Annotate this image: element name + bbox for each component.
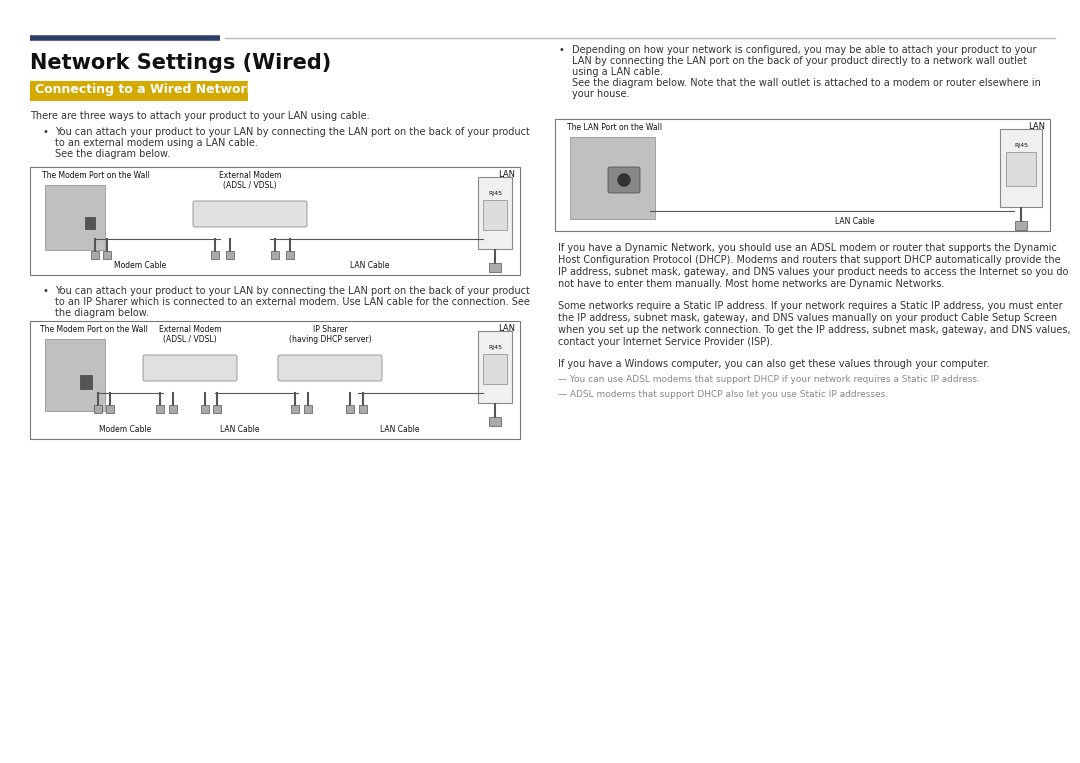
- FancyBboxPatch shape: [85, 217, 95, 229]
- Text: There are three ways to attach your product to your LAN using cable.: There are three ways to attach your prod…: [30, 111, 369, 121]
- Text: •: •: [42, 286, 48, 296]
- FancyBboxPatch shape: [291, 405, 299, 413]
- FancyBboxPatch shape: [168, 405, 177, 413]
- Text: You can attach your product to your LAN by connecting the LAN port on the back o: You can attach your product to your LAN …: [55, 286, 530, 296]
- Circle shape: [618, 174, 630, 186]
- FancyBboxPatch shape: [278, 355, 382, 381]
- Text: The Modem Port on the Wall: The Modem Port on the Wall: [40, 325, 148, 334]
- Text: Modem Cable: Modem Cable: [113, 261, 166, 270]
- Text: RJ45: RJ45: [488, 345, 502, 350]
- Text: You can attach your product to your LAN by connecting the LAN port on the back o: You can attach your product to your LAN …: [55, 127, 530, 137]
- Text: to an IP Sharer which is connected to an external modem. Use LAN cable for the c: to an IP Sharer which is connected to an…: [55, 297, 530, 307]
- Text: using a LAN cable.: using a LAN cable.: [572, 67, 663, 77]
- FancyBboxPatch shape: [94, 405, 102, 413]
- Text: LAN Cable: LAN Cable: [220, 425, 260, 434]
- FancyBboxPatch shape: [271, 251, 279, 259]
- Text: LAN Cable: LAN Cable: [350, 261, 390, 270]
- Text: when you set up the network connection. To get the IP address, subnet mask, gate: when you set up the network connection. …: [558, 325, 1070, 335]
- FancyBboxPatch shape: [156, 405, 164, 413]
- FancyBboxPatch shape: [201, 405, 210, 413]
- Text: not have to enter them manually. Most home networks are Dynamic Networks.: not have to enter them manually. Most ho…: [558, 279, 944, 289]
- Text: (ADSL / VDSL): (ADSL / VDSL): [224, 181, 276, 190]
- FancyBboxPatch shape: [478, 177, 512, 249]
- Text: the IP address, subnet mask, gateway, and DNS values manually on your product Ca: the IP address, subnet mask, gateway, an…: [558, 313, 1057, 323]
- FancyBboxPatch shape: [286, 251, 294, 259]
- Polygon shape: [45, 185, 105, 250]
- FancyBboxPatch shape: [303, 405, 312, 413]
- FancyBboxPatch shape: [489, 263, 501, 272]
- Polygon shape: [570, 137, 654, 219]
- Text: The Modem Port on the Wall: The Modem Port on the Wall: [42, 171, 150, 180]
- Text: IP address, subnet mask, gateway, and DNS values your product needs to access th: IP address, subnet mask, gateway, and DN…: [558, 267, 1068, 277]
- Text: LAN: LAN: [1028, 122, 1045, 131]
- Text: (having DHCP server): (having DHCP server): [288, 335, 372, 344]
- Text: (ADSL / VDSL): (ADSL / VDSL): [163, 335, 217, 344]
- FancyBboxPatch shape: [30, 321, 519, 439]
- FancyBboxPatch shape: [1000, 129, 1042, 207]
- FancyBboxPatch shape: [143, 355, 237, 381]
- FancyBboxPatch shape: [489, 417, 501, 426]
- Text: If you have a Windows computer, you can also get these values through your compu: If you have a Windows computer, you can …: [558, 359, 989, 369]
- FancyBboxPatch shape: [483, 354, 507, 384]
- FancyBboxPatch shape: [555, 119, 1050, 231]
- Text: your house.: your house.: [572, 89, 630, 99]
- FancyBboxPatch shape: [226, 251, 234, 259]
- Text: Modem Cable: Modem Cable: [99, 425, 151, 434]
- Text: If you have a Dynamic Network, you should use an ADSL modem or router that suppo: If you have a Dynamic Network, you shoul…: [558, 243, 1057, 253]
- Text: — ADSL modems that support DHCP also let you use Static IP addresses.: — ADSL modems that support DHCP also let…: [558, 390, 888, 399]
- Text: contact your Internet Service Provider (ISP).: contact your Internet Service Provider (…: [558, 337, 773, 347]
- Text: •: •: [558, 45, 564, 55]
- Text: LAN: LAN: [498, 170, 515, 179]
- FancyBboxPatch shape: [103, 251, 111, 259]
- FancyBboxPatch shape: [608, 167, 640, 193]
- FancyBboxPatch shape: [1015, 221, 1027, 230]
- Text: External Modem: External Modem: [159, 325, 221, 334]
- Text: See the diagram below. Note that the wall outlet is attached to a modem or route: See the diagram below. Note that the wal…: [572, 78, 1041, 88]
- Text: RJ45: RJ45: [488, 191, 502, 196]
- Text: the diagram below.: the diagram below.: [55, 308, 149, 318]
- FancyBboxPatch shape: [106, 405, 114, 413]
- Text: IP Sharer: IP Sharer: [313, 325, 348, 334]
- FancyBboxPatch shape: [213, 405, 221, 413]
- FancyBboxPatch shape: [1005, 152, 1036, 186]
- Text: LAN Cable: LAN Cable: [380, 425, 420, 434]
- Text: External Modem: External Modem: [219, 171, 281, 180]
- Text: See the diagram below.: See the diagram below.: [55, 149, 171, 159]
- FancyBboxPatch shape: [478, 331, 512, 403]
- Text: The LAN Port on the Wall: The LAN Port on the Wall: [567, 123, 662, 132]
- Text: to an external modem using a LAN cable.: to an external modem using a LAN cable.: [55, 138, 258, 148]
- FancyBboxPatch shape: [80, 375, 92, 389]
- Text: LAN: LAN: [498, 324, 515, 333]
- FancyBboxPatch shape: [359, 405, 367, 413]
- Text: Network Settings (Wired): Network Settings (Wired): [30, 53, 332, 73]
- FancyBboxPatch shape: [483, 200, 507, 230]
- Text: RJ45: RJ45: [1014, 143, 1028, 148]
- Text: Depending on how your network is configured, you may be able to attach your prod: Depending on how your network is configu…: [572, 45, 1037, 55]
- FancyBboxPatch shape: [30, 81, 248, 101]
- FancyBboxPatch shape: [193, 201, 307, 227]
- Text: Some networks require a Static IP address. If your network requires a Static IP : Some networks require a Static IP addres…: [558, 301, 1063, 311]
- Text: LAN by connecting the LAN port on the back of your product directly to a network: LAN by connecting the LAN port on the ba…: [572, 56, 1027, 66]
- Text: •: •: [42, 127, 48, 137]
- Polygon shape: [45, 339, 105, 411]
- FancyBboxPatch shape: [211, 251, 219, 259]
- FancyBboxPatch shape: [346, 405, 354, 413]
- Text: Connecting to a Wired Network: Connecting to a Wired Network: [35, 83, 255, 96]
- FancyBboxPatch shape: [91, 251, 99, 259]
- FancyBboxPatch shape: [30, 167, 519, 275]
- Text: — You can use ADSL modems that support DHCP if your network requires a Static IP: — You can use ADSL modems that support D…: [558, 375, 980, 384]
- Text: LAN Cable: LAN Cable: [835, 217, 875, 226]
- Text: Host Configuration Protocol (DHCP). Modems and routers that support DHCP automat: Host Configuration Protocol (DHCP). Mode…: [558, 255, 1061, 265]
